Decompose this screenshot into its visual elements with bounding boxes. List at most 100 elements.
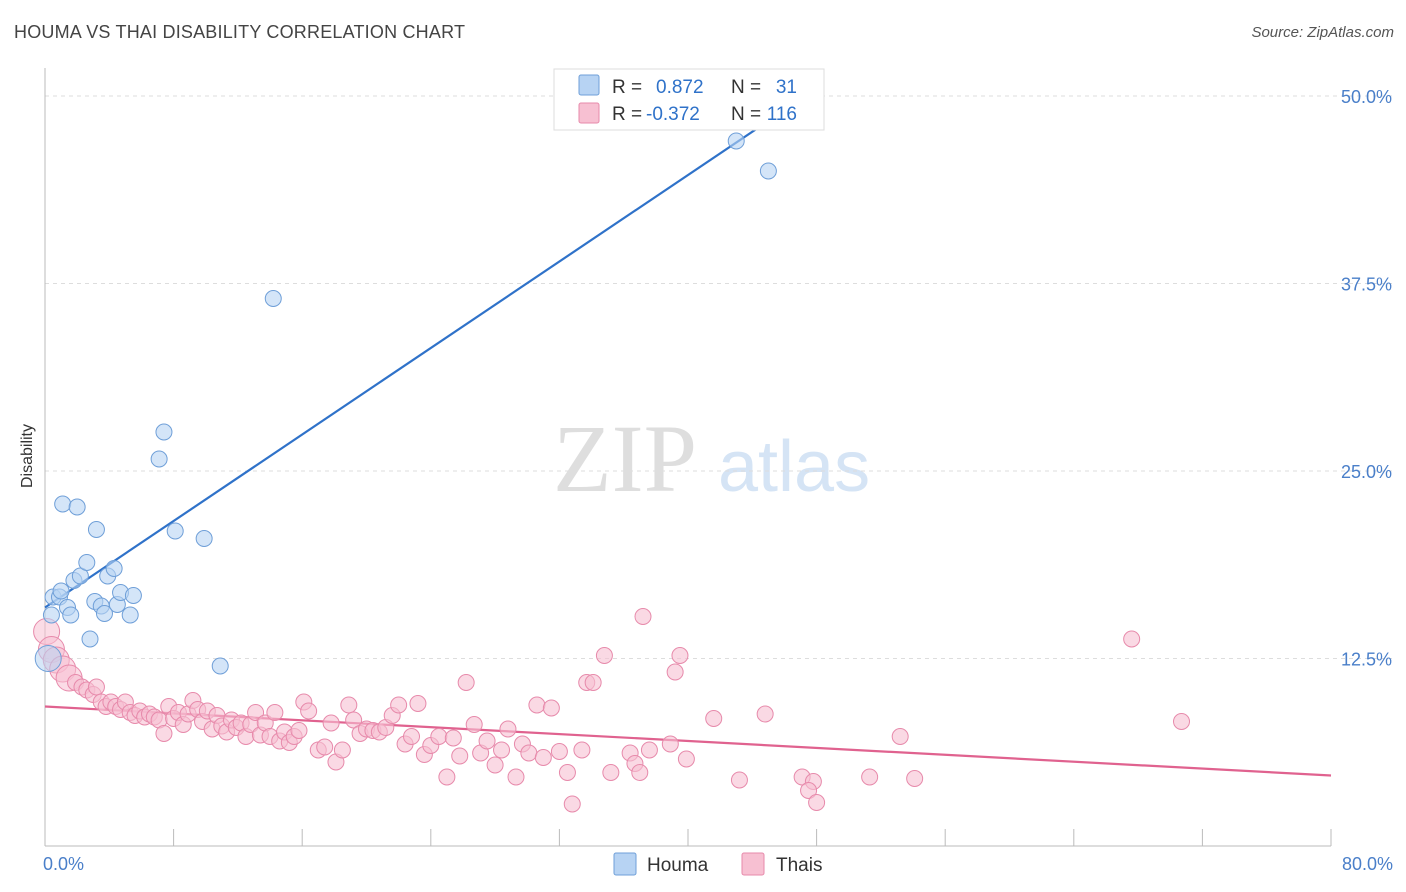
thais-point <box>542 699 560 717</box>
thais-swatch <box>578 102 600 124</box>
thais-point <box>444 729 462 747</box>
houma-trend-line <box>44 122 766 609</box>
thais-point <box>800 782 818 799</box>
thais-points <box>33 608 1191 813</box>
thais-point <box>808 794 826 811</box>
y-tick-label: 37.5% <box>1341 275 1392 295</box>
thais-point <box>520 744 538 762</box>
thais-point <box>493 741 511 759</box>
houma-swatch <box>578 74 600 96</box>
axes <box>44 68 1332 847</box>
legend-thais-swatch <box>741 852 765 876</box>
thais-point <box>730 771 748 789</box>
legend-thais-label: Thais <box>776 855 822 876</box>
houma-point <box>124 587 142 604</box>
thais-point <box>430 728 448 745</box>
thais-r-label: R = <box>612 104 642 125</box>
correlation-legend: R = 0.872 N = 31 R = -0.372 N = 116 <box>553 68 825 131</box>
gridlines <box>45 95 1392 659</box>
thais-point <box>602 764 620 781</box>
thais-point <box>666 663 684 681</box>
thais-n-label: N = <box>731 104 761 125</box>
x-tick-label-max: 80.0% <box>1342 854 1393 874</box>
y-tick-label: 50.0% <box>1341 87 1392 107</box>
houma-point <box>95 605 113 622</box>
houma-point <box>81 630 99 648</box>
thais-point <box>322 714 340 732</box>
houma-points <box>34 132 777 675</box>
thais-point <box>1173 713 1191 730</box>
thais-point <box>300 702 318 720</box>
thais-point <box>340 696 358 714</box>
thais-point <box>507 768 525 786</box>
legend-houma-label: Houma <box>647 855 709 876</box>
thais-r-value: -0.372 <box>646 104 700 125</box>
thais-point <box>563 795 581 813</box>
houma-point <box>211 657 229 675</box>
houma-point <box>42 606 60 624</box>
houma-point <box>54 495 72 513</box>
houma-point <box>759 162 777 180</box>
houma-point <box>727 132 745 150</box>
houma-point <box>78 554 96 571</box>
legend-houma-swatch <box>613 852 637 876</box>
houma-point <box>62 606 80 624</box>
y-tick-label: 12.5% <box>1341 650 1392 670</box>
watermark: ZIP atlas <box>553 405 870 512</box>
thais-point <box>499 720 517 738</box>
thais-point <box>451 747 469 765</box>
thais-point <box>87 678 105 696</box>
x-tick-labels: 0.0% 80.0% <box>43 854 1393 874</box>
thais-point <box>486 756 504 774</box>
houma-point <box>105 560 123 577</box>
houma-point <box>264 290 282 307</box>
thais-point <box>457 674 475 691</box>
houma-point <box>68 498 86 516</box>
y-tick-labels: 12.5% 25.0% 37.5% 50.0% <box>1341 87 1392 670</box>
houma-point <box>34 645 62 672</box>
thais-point <box>661 735 679 753</box>
thais-point <box>478 732 496 750</box>
houma-point <box>121 606 139 624</box>
thais-point <box>1123 630 1141 648</box>
x-tick-label-min: 0.0% <box>43 854 84 874</box>
thais-point <box>266 704 284 721</box>
houma-n-label: N = <box>731 77 761 98</box>
thais-point <box>409 695 427 712</box>
houma-r-value: 0.872 <box>656 77 704 98</box>
thais-point <box>316 738 334 756</box>
houma-point <box>52 582 70 600</box>
thais-point <box>534 749 552 766</box>
thais-point <box>671 647 689 664</box>
thais-point <box>906 770 924 787</box>
houma-r-label: R = <box>612 77 642 98</box>
houma-point <box>150 450 168 468</box>
houma-point <box>155 423 173 441</box>
thais-point <box>403 728 421 745</box>
thais-point <box>290 722 308 739</box>
thais-point <box>333 741 351 759</box>
houma-point <box>166 522 184 540</box>
watermark-atlas: atlas <box>718 427 870 507</box>
thais-point <box>155 725 173 742</box>
houma-n-value: 31 <box>776 77 797 98</box>
thais-point <box>550 743 568 760</box>
houma-point <box>87 521 105 538</box>
thais-point <box>438 768 456 786</box>
thais-point <box>677 750 695 768</box>
thais-point <box>756 705 774 723</box>
source-credit: Source: ZipAtlas.com <box>1251 24 1394 41</box>
houma-point <box>195 530 213 547</box>
thais-point <box>891 728 909 745</box>
y-tick-label: 25.0% <box>1341 462 1392 482</box>
thais-point <box>573 741 591 759</box>
thais-point <box>640 741 658 759</box>
chart-title: HOUMA VS THAI DISABILITY CORRELATION CHA… <box>14 22 466 42</box>
thais-point <box>465 716 483 733</box>
thais-point <box>584 674 602 691</box>
series-legend: Houma Thais <box>613 852 822 876</box>
watermark-zip: ZIP <box>553 405 697 512</box>
thais-point <box>528 696 546 714</box>
thais-point <box>861 768 879 786</box>
